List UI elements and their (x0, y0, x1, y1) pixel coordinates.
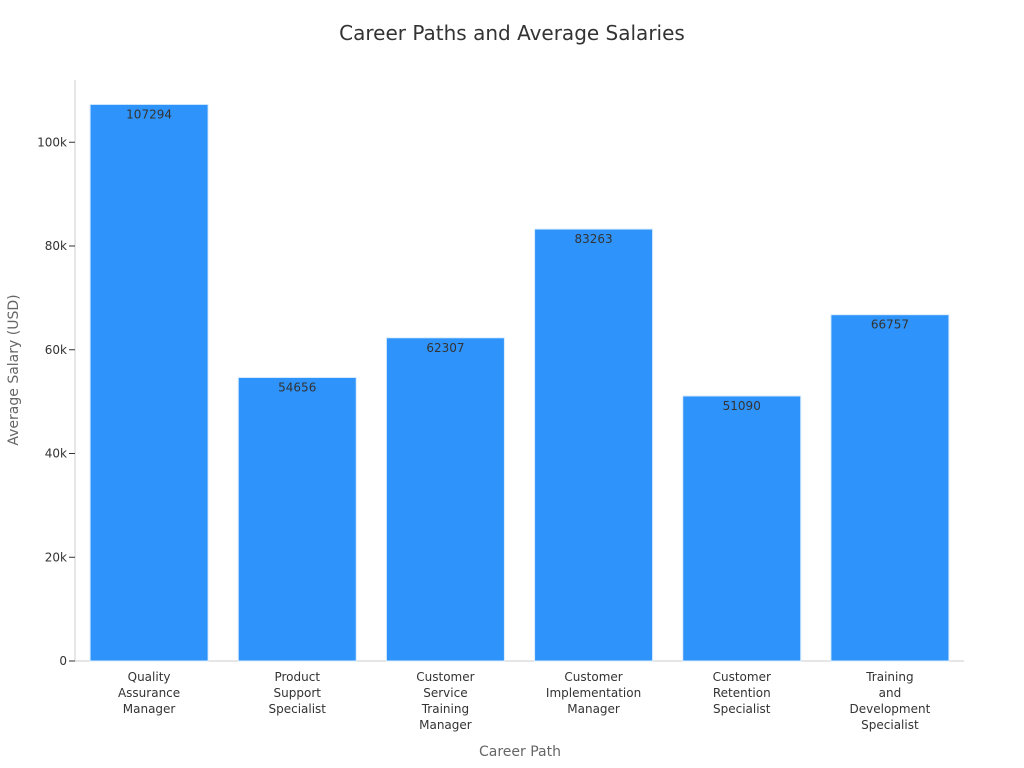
y-tick-label: 60k (45, 343, 67, 357)
x-tick-label-line: and (879, 686, 902, 700)
x-tick-label-line: Customer (564, 670, 622, 684)
y-tick-label: 20k (45, 550, 67, 564)
bar (830, 314, 950, 662)
x-tick-label: Customer Retention Specialist (713, 670, 771, 716)
x-tick-label: Customer Implementation Manager (546, 670, 641, 716)
y-tick-label: 80k (45, 239, 67, 253)
x-tick-label-line: Service (423, 686, 467, 700)
x-tick-label-line: Product (274, 670, 320, 684)
bar (89, 103, 209, 662)
y-tick-label: 40k (45, 447, 67, 461)
bar-value-label: 51090 (723, 399, 761, 413)
bar-value-label: 62307 (426, 341, 464, 355)
x-tick-label: Training and Development Specialist (850, 670, 931, 732)
chart-title: Career Paths and Average Salaries (339, 21, 685, 45)
x-tick-label-line: Training (421, 702, 469, 716)
x-tick-label-line: Customer (416, 670, 474, 684)
x-tick-label: Quality Assurance Manager (118, 670, 180, 716)
x-tick-label-line: Implementation (546, 686, 641, 700)
bar (385, 337, 505, 662)
x-tick-label-line: Specialist (268, 702, 326, 716)
x-tick-label-line: Manager (123, 702, 176, 716)
x-tick-label-line: Specialist (861, 718, 919, 732)
x-tick-label-line: Development (850, 702, 931, 716)
bar-value-label: 54656 (278, 380, 316, 394)
y-axis-label: Average Salary (USD) (6, 294, 22, 445)
y-tick-label: 0 (59, 654, 67, 668)
x-tick-label-line: Training (865, 670, 913, 684)
bar-value-label: 83263 (574, 232, 612, 246)
x-tick-label-line: Manager (419, 718, 472, 732)
x-tick-label: Product Support Specialist (268, 670, 326, 716)
x-tick-label-line: Specialist (713, 702, 771, 716)
bar-value-label: 66757 (871, 318, 909, 332)
bar (534, 228, 654, 662)
x-labels-layer: Quality Assurance Manager Product Support Spe… (118, 670, 931, 732)
x-tick-label-line: Retention (713, 686, 771, 700)
x-tick-label: Customer Service Training Manager (416, 670, 474, 732)
x-axis-label: Career Path (479, 744, 561, 760)
y-ticks-layer: 0 20k 40k 60k 80k 100k (37, 135, 75, 668)
bars-layer: 107294 54656 62307 83263 51090 66757 (89, 103, 950, 662)
x-tick-label-line: Assurance (118, 686, 180, 700)
x-tick-label-line: Quality (128, 670, 171, 684)
x-tick-label-line: Customer (713, 670, 771, 684)
bar-value-label: 107294 (126, 107, 172, 121)
bar (682, 395, 802, 662)
bar (237, 376, 357, 662)
y-tick-label: 100k (37, 135, 67, 149)
x-tick-label-line: Support (274, 686, 322, 700)
x-tick-label-line: Manager (567, 702, 620, 716)
